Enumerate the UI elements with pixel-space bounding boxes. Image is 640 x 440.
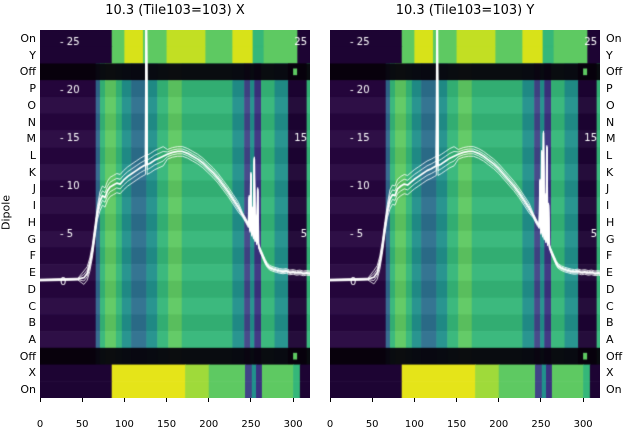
dipole-tick-label: D	[27, 282, 36, 296]
dipole-tick-label: J	[606, 182, 610, 196]
x-tick-label: 200	[489, 419, 509, 430]
dipole-tick-label: H	[606, 215, 615, 229]
x-tick-label: 200	[199, 419, 219, 430]
dipole-tick-label: F	[29, 249, 36, 263]
dipole-tick-label: O	[27, 98, 36, 112]
x-tick-mark	[329, 398, 331, 402]
dipole-tick-label: E	[29, 266, 36, 280]
heatmap-canvas-y	[330, 30, 600, 398]
dipole-tick-label: B	[606, 316, 614, 330]
dipole-tick-label: P	[606, 82, 613, 96]
dipole-tick-label: Off	[19, 65, 36, 79]
dipole-tick-label: On	[20, 383, 36, 397]
x-tick-mark	[292, 398, 294, 402]
dipole-tick-label: Y	[29, 48, 36, 62]
x-tick-label: 50	[75, 419, 89, 430]
dipole-tick-label: I	[606, 199, 610, 213]
x-tick-mark	[371, 398, 373, 402]
dipole-tick-label: On	[606, 383, 622, 397]
dipole-tick-label: O	[606, 98, 615, 112]
x-tick-label: 300	[283, 419, 303, 430]
x-tick-mark	[250, 398, 252, 402]
dipole-tick-label: K	[28, 165, 36, 179]
x-tick-label: 250	[241, 419, 261, 430]
x-tick-mark	[208, 398, 210, 402]
dipole-tick-label: X	[28, 366, 36, 380]
dipole-tick-label: G	[606, 232, 615, 246]
dipole-tick-label: Off	[19, 349, 36, 363]
x-tick-label: 100	[114, 419, 134, 430]
dipole-tick-label: E	[606, 266, 613, 280]
dipole-tick-label: A	[606, 332, 614, 346]
dipole-tick-label: L	[29, 148, 36, 162]
dipole-tick-label: I	[32, 199, 36, 213]
dipole-tick-label: L	[606, 148, 613, 162]
dipole-tick-label: J	[32, 182, 36, 196]
heatmap-canvas-x	[40, 30, 310, 398]
dipole-tick-label: Off	[606, 65, 623, 79]
panel-title-y: 10.3 (Tile103=103) Y	[395, 3, 535, 18]
dipole-tick-label: N	[606, 115, 615, 129]
dipole-tick-label: F	[606, 249, 613, 263]
dipole-tick-label: H	[27, 215, 36, 229]
x-tick-mark	[413, 398, 415, 402]
x-tick-label: 150	[447, 419, 467, 430]
x-tick-mark	[582, 398, 584, 402]
x-tick-label: 0	[326, 419, 334, 430]
dipole-tick-label: P	[29, 82, 36, 96]
dipole-tick-label: M	[606, 132, 616, 146]
dipole-tick-label: Off	[606, 349, 623, 363]
dipole-tick-label: On	[606, 31, 622, 45]
dipole-tick-label: X	[606, 366, 614, 380]
x-tick-mark	[456, 398, 458, 402]
x-tick-mark	[123, 398, 125, 402]
dipole-tick-label: B	[28, 316, 36, 330]
dipole-tick-label: C	[28, 299, 36, 313]
dipole-tick-label: M	[26, 132, 37, 146]
x-tick-mark	[498, 398, 500, 402]
x-tick-mark	[81, 398, 83, 402]
x-tick-label: 100	[404, 419, 424, 430]
dipole-tick-label: D	[606, 282, 615, 296]
dipole-tick-label: C	[606, 299, 614, 313]
dipole-tick-label: Y	[606, 48, 613, 62]
dipole-tick-label: A	[28, 332, 36, 346]
dipole-tick-label: K	[606, 165, 614, 179]
x-tick-label: 150	[157, 419, 177, 430]
x-tick-label: 50	[365, 419, 379, 430]
x-tick-label: 250	[531, 419, 551, 430]
dipole-tick-label: N	[27, 115, 36, 129]
x-tick-label: 300	[573, 419, 593, 430]
x-tick-label: 0	[36, 419, 44, 430]
dipole-tick-label: On	[20, 31, 36, 45]
panel-title-x: 10.3 (Tile103=103) X	[105, 3, 245, 18]
x-tick-mark	[39, 398, 41, 402]
dipole-tick-label: G	[27, 232, 36, 246]
x-tick-mark	[540, 398, 542, 402]
x-tick-mark	[166, 398, 168, 402]
